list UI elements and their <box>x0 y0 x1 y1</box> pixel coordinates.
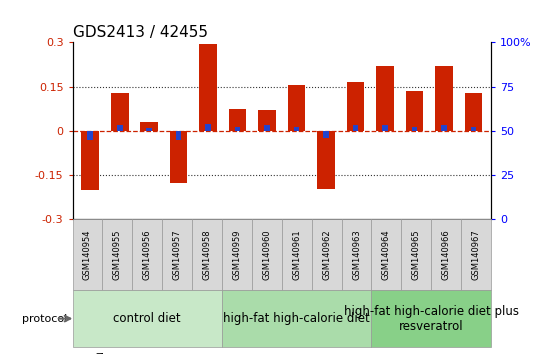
Bar <box>235 127 240 131</box>
Bar <box>464 93 482 131</box>
Bar <box>382 125 388 131</box>
Bar <box>372 219 401 290</box>
Text: GSM140954: GSM140954 <box>83 230 92 280</box>
Bar <box>288 85 305 131</box>
Bar <box>252 219 282 290</box>
Bar <box>317 131 335 188</box>
Bar <box>222 219 252 290</box>
Bar <box>341 219 372 290</box>
Bar <box>372 290 491 347</box>
Bar <box>441 125 447 131</box>
Bar <box>132 219 162 290</box>
Bar <box>222 290 372 347</box>
Bar <box>376 66 394 131</box>
Text: GSM140960: GSM140960 <box>262 229 271 280</box>
Bar <box>176 131 181 140</box>
Bar <box>81 131 99 190</box>
Text: GSM140963: GSM140963 <box>352 229 361 280</box>
Bar <box>146 128 152 131</box>
Bar <box>199 44 217 131</box>
Bar <box>353 125 358 131</box>
Text: GSM140962: GSM140962 <box>322 229 331 280</box>
Bar <box>435 66 453 131</box>
Text: GSM140955: GSM140955 <box>113 230 122 280</box>
Bar <box>401 219 431 290</box>
Bar <box>205 124 211 131</box>
Text: GSM140956: GSM140956 <box>143 229 152 280</box>
Bar <box>192 219 222 290</box>
Bar <box>412 127 417 131</box>
Bar <box>461 219 491 290</box>
Bar <box>229 109 247 131</box>
Text: GSM140965: GSM140965 <box>412 229 421 280</box>
Bar <box>470 127 476 131</box>
Bar <box>117 125 123 131</box>
Text: high-fat high-calorie diet: high-fat high-calorie diet <box>223 312 370 325</box>
Bar <box>323 131 329 138</box>
Bar <box>73 290 222 347</box>
Text: GSM140967: GSM140967 <box>472 229 480 280</box>
Text: control diet: control diet <box>113 312 181 325</box>
Text: high-fat high-calorie diet plus
resveratrol: high-fat high-calorie diet plus resverat… <box>344 304 519 333</box>
Text: GSM140964: GSM140964 <box>382 229 391 280</box>
Bar <box>111 93 128 131</box>
Text: Z-score: Z-score <box>96 353 137 354</box>
Bar <box>140 122 158 131</box>
Bar <box>73 219 103 290</box>
Text: GSM140958: GSM140958 <box>203 229 211 280</box>
Bar <box>282 219 312 290</box>
Text: GSM140961: GSM140961 <box>292 229 301 280</box>
Bar <box>431 219 461 290</box>
Bar <box>264 125 270 131</box>
Text: GDS2413 / 42455: GDS2413 / 42455 <box>73 25 208 40</box>
Bar <box>347 82 364 131</box>
Bar <box>406 91 424 131</box>
Bar <box>294 127 299 131</box>
Bar <box>312 219 341 290</box>
Text: GSM140957: GSM140957 <box>172 229 182 280</box>
Bar <box>88 131 93 140</box>
Bar <box>103 219 132 290</box>
Bar <box>162 219 192 290</box>
Bar <box>170 131 187 183</box>
Bar <box>258 110 276 131</box>
Text: protocol: protocol <box>22 314 67 324</box>
Text: GSM140966: GSM140966 <box>442 229 451 280</box>
Text: GSM140959: GSM140959 <box>233 230 242 280</box>
